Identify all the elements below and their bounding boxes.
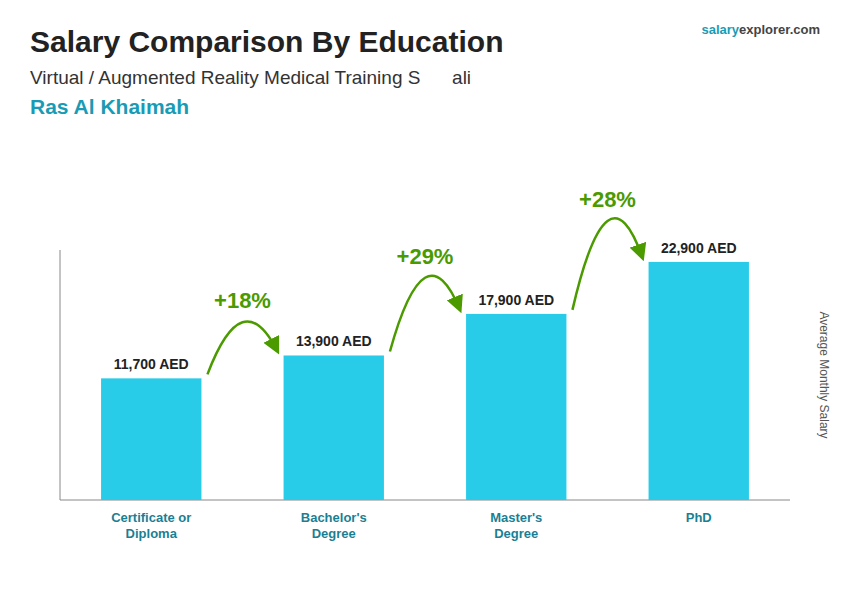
category-label-line: Master's bbox=[490, 510, 542, 525]
chart-container: Salary Comparison By Education salaryexpl… bbox=[0, 0, 850, 606]
bar bbox=[101, 378, 201, 500]
category-label-line: Degree bbox=[312, 526, 356, 541]
source-part: explorer.com bbox=[739, 22, 820, 37]
data-label: 22,900 AED bbox=[661, 240, 737, 256]
source: salaryexplorer.com bbox=[701, 22, 820, 37]
bars bbox=[101, 262, 749, 500]
annotation: +18% bbox=[214, 288, 271, 313]
subtitle: Virtual / Augmented Reality Medical Trai… bbox=[30, 67, 471, 88]
title: Salary Comparison By Education bbox=[30, 25, 503, 58]
annotation: +29% bbox=[397, 244, 454, 269]
y-axis-line bbox=[60, 250, 61, 500]
annotation: +28% bbox=[579, 187, 636, 212]
bar bbox=[466, 314, 566, 500]
change-arrow bbox=[390, 276, 460, 352]
category-label: Certificate orDiploma bbox=[111, 510, 191, 541]
bar bbox=[284, 355, 384, 500]
chart-svg: Salary Comparison By Education salaryexpl… bbox=[0, 0, 850, 606]
data-label: 17,900 AED bbox=[478, 292, 554, 308]
category-label-line: PhD bbox=[686, 510, 712, 525]
change-arrow bbox=[572, 218, 642, 310]
data-label: 11,700 AED bbox=[114, 356, 189, 372]
bar bbox=[649, 262, 749, 500]
subtitle: Ras Al Khaimah bbox=[30, 95, 189, 118]
category-label-line: Bachelor's bbox=[301, 510, 367, 525]
category-label-line: Diploma bbox=[126, 526, 178, 541]
category-label-line: Certificate or bbox=[111, 510, 191, 525]
category-label: PhD bbox=[686, 510, 712, 525]
change-arrow bbox=[207, 321, 277, 374]
data-label: 13,900 AED bbox=[296, 333, 372, 349]
category-label: Master'sDegree bbox=[490, 510, 542, 541]
category-label-line: Degree bbox=[494, 526, 538, 541]
category-label: Bachelor'sDegree bbox=[301, 510, 367, 541]
source-part: salary bbox=[701, 22, 739, 37]
y-axis-label: Average Monthly Salary bbox=[817, 311, 831, 438]
